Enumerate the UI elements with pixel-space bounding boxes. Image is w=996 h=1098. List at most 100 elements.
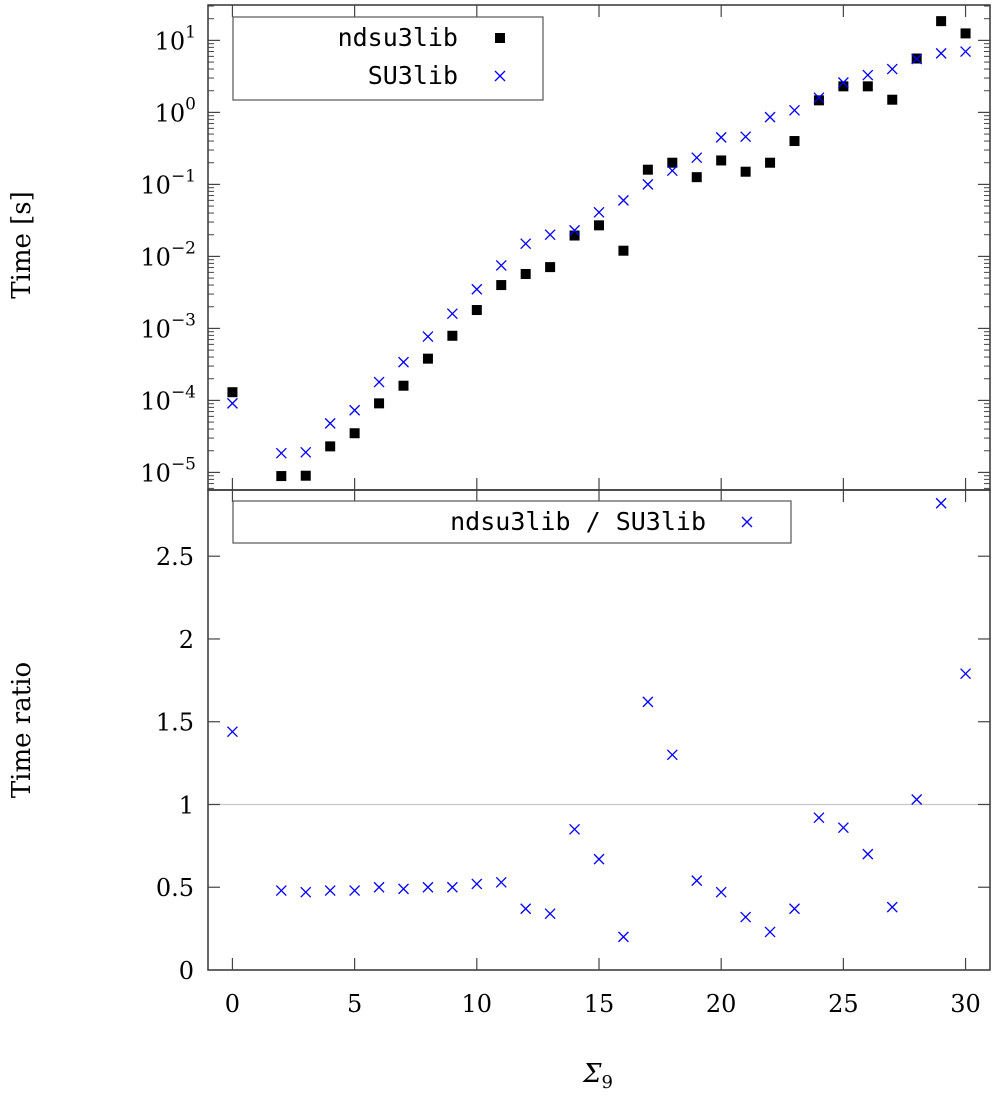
- point-ndsu3lib: [642, 164, 653, 175]
- point-su3lib: [764, 111, 776, 123]
- point-su3lib: [960, 46, 972, 57]
- point-ndsu3lib: [862, 81, 873, 92]
- point-ndsu3lib: [960, 28, 971, 39]
- y-axis-label-top: Time [s]: [7, 191, 37, 299]
- point-su3lib: [520, 238, 532, 250]
- y-tick-label: 2: [179, 626, 194, 654]
- point-ndsu3lib: [667, 157, 678, 168]
- y-tick-label: 0.5: [156, 874, 194, 902]
- x-tick-label: 5: [347, 990, 362, 1018]
- y-tick-label: 0: [179, 957, 194, 985]
- legend-label: ndsu3lib / SU3lib: [450, 507, 706, 536]
- legend-box: [232, 16, 544, 101]
- point-ratio: [617, 931, 629, 943]
- point-su3lib: [593, 206, 605, 218]
- y-tick-label: 100: [155, 94, 196, 127]
- point-su3lib: [471, 283, 483, 295]
- point-ratio: [495, 876, 507, 888]
- legend-marker: [495, 33, 505, 43]
- point-ratio: [886, 901, 898, 913]
- point-ratio: [349, 885, 361, 897]
- legend-label: SU3lib: [368, 61, 458, 90]
- point-su3lib: [862, 69, 874, 81]
- point-su3lib: [813, 92, 825, 104]
- y-tick-label: 1: [179, 791, 194, 819]
- x-tick-label: 15: [584, 990, 615, 1018]
- point-ndsu3lib: [569, 230, 580, 241]
- x-tick-label: 0: [225, 990, 240, 1018]
- point-ndsu3lib: [691, 172, 702, 183]
- point-ndsu3lib: [594, 220, 604, 231]
- point-ndsu3lib: [374, 398, 385, 409]
- y-tick-label: 10−1: [140, 166, 196, 199]
- point-ratio: [422, 881, 434, 893]
- y-axis-label-bottom: Time ratio: [7, 662, 37, 798]
- bottom-panel: 0 0.5 1 1.5 2 2.5 0 5 10 15 20 25 30 ndsu3lib / SU3li…: [156, 489, 991, 1018]
- point-ratio: [935, 497, 947, 509]
- point-su3lib: [300, 446, 312, 458]
- point-ratio: [715, 886, 727, 898]
- point-ratio: [324, 885, 336, 897]
- point-su3lib: [275, 447, 287, 459]
- point-ratio: [544, 908, 556, 920]
- point-ndsu3lib: [813, 95, 824, 106]
- point-ratio: [789, 903, 800, 915]
- point-ratio: [446, 881, 458, 893]
- point-ratio: [398, 883, 409, 895]
- y-tick-label: 10−2: [140, 238, 196, 271]
- point-ndsu3lib: [789, 136, 800, 147]
- point-ndsu3lib: [447, 330, 458, 341]
- point-su3lib: [446, 308, 458, 320]
- point-ratio: [764, 926, 776, 938]
- point-su3lib: [349, 404, 361, 416]
- top-panel: 10−5 10−4 10−3 10−2 10−1 100 101 ndsu3lib SU3lib: [140, 4, 991, 491]
- legend-label: ndsu3lib: [338, 23, 458, 52]
- x-tick-label: 20: [706, 990, 737, 1018]
- point-ndsu3lib: [422, 353, 433, 364]
- point-su3lib: [691, 152, 703, 164]
- point-su3lib: [569, 224, 581, 236]
- point-su3lib: [935, 47, 947, 59]
- y-tick-label: 101: [155, 22, 196, 55]
- point-ndsu3lib: [227, 387, 238, 398]
- point-ndsu3lib: [618, 245, 629, 256]
- point-su3lib: [715, 131, 727, 143]
- point-ratio: [911, 794, 923, 805]
- point-su3lib: [495, 259, 507, 271]
- point-su3lib: [886, 63, 898, 75]
- legend-marker: [494, 70, 506, 82]
- point-ratio: [593, 853, 605, 865]
- point-su3lib: [226, 397, 238, 409]
- point-su3lib: [373, 376, 385, 388]
- point-ndsu3lib: [936, 16, 947, 27]
- plot-frame-bottom: [207, 489, 991, 971]
- point-ratio: [226, 726, 238, 738]
- point-ndsu3lib: [349, 428, 360, 439]
- legend-marker: [741, 516, 753, 528]
- y-tick-label: 10−5: [140, 454, 196, 487]
- point-ratio: [373, 881, 385, 893]
- point-su3lib: [642, 178, 654, 190]
- point-su3lib: [740, 131, 752, 143]
- y-tick-label: 1.5: [156, 709, 194, 737]
- point-ndsu3lib: [545, 262, 556, 273]
- point-ndsu3lib: [496, 280, 507, 291]
- point-ndsu3lib: [887, 94, 898, 105]
- legend-box: [232, 500, 792, 544]
- point-ndsu3lib: [520, 268, 531, 279]
- point-ndsu3lib: [716, 155, 727, 166]
- point-ndsu3lib: [471, 305, 482, 316]
- y-tick-label: 10−3: [140, 310, 196, 343]
- point-ndsu3lib: [276, 471, 287, 482]
- point-ratio: [642, 696, 654, 708]
- point-su3lib: [544, 229, 556, 241]
- point-ratio: [666, 749, 678, 761]
- point-ndsu3lib: [765, 157, 776, 168]
- point-ndsu3lib: [325, 441, 336, 452]
- point-ndsu3lib: [398, 380, 409, 391]
- y-tick-label: 10−4: [140, 382, 196, 415]
- point-ratio: [862, 848, 874, 860]
- point-ratio: [691, 875, 703, 887]
- point-ratio: [275, 885, 287, 897]
